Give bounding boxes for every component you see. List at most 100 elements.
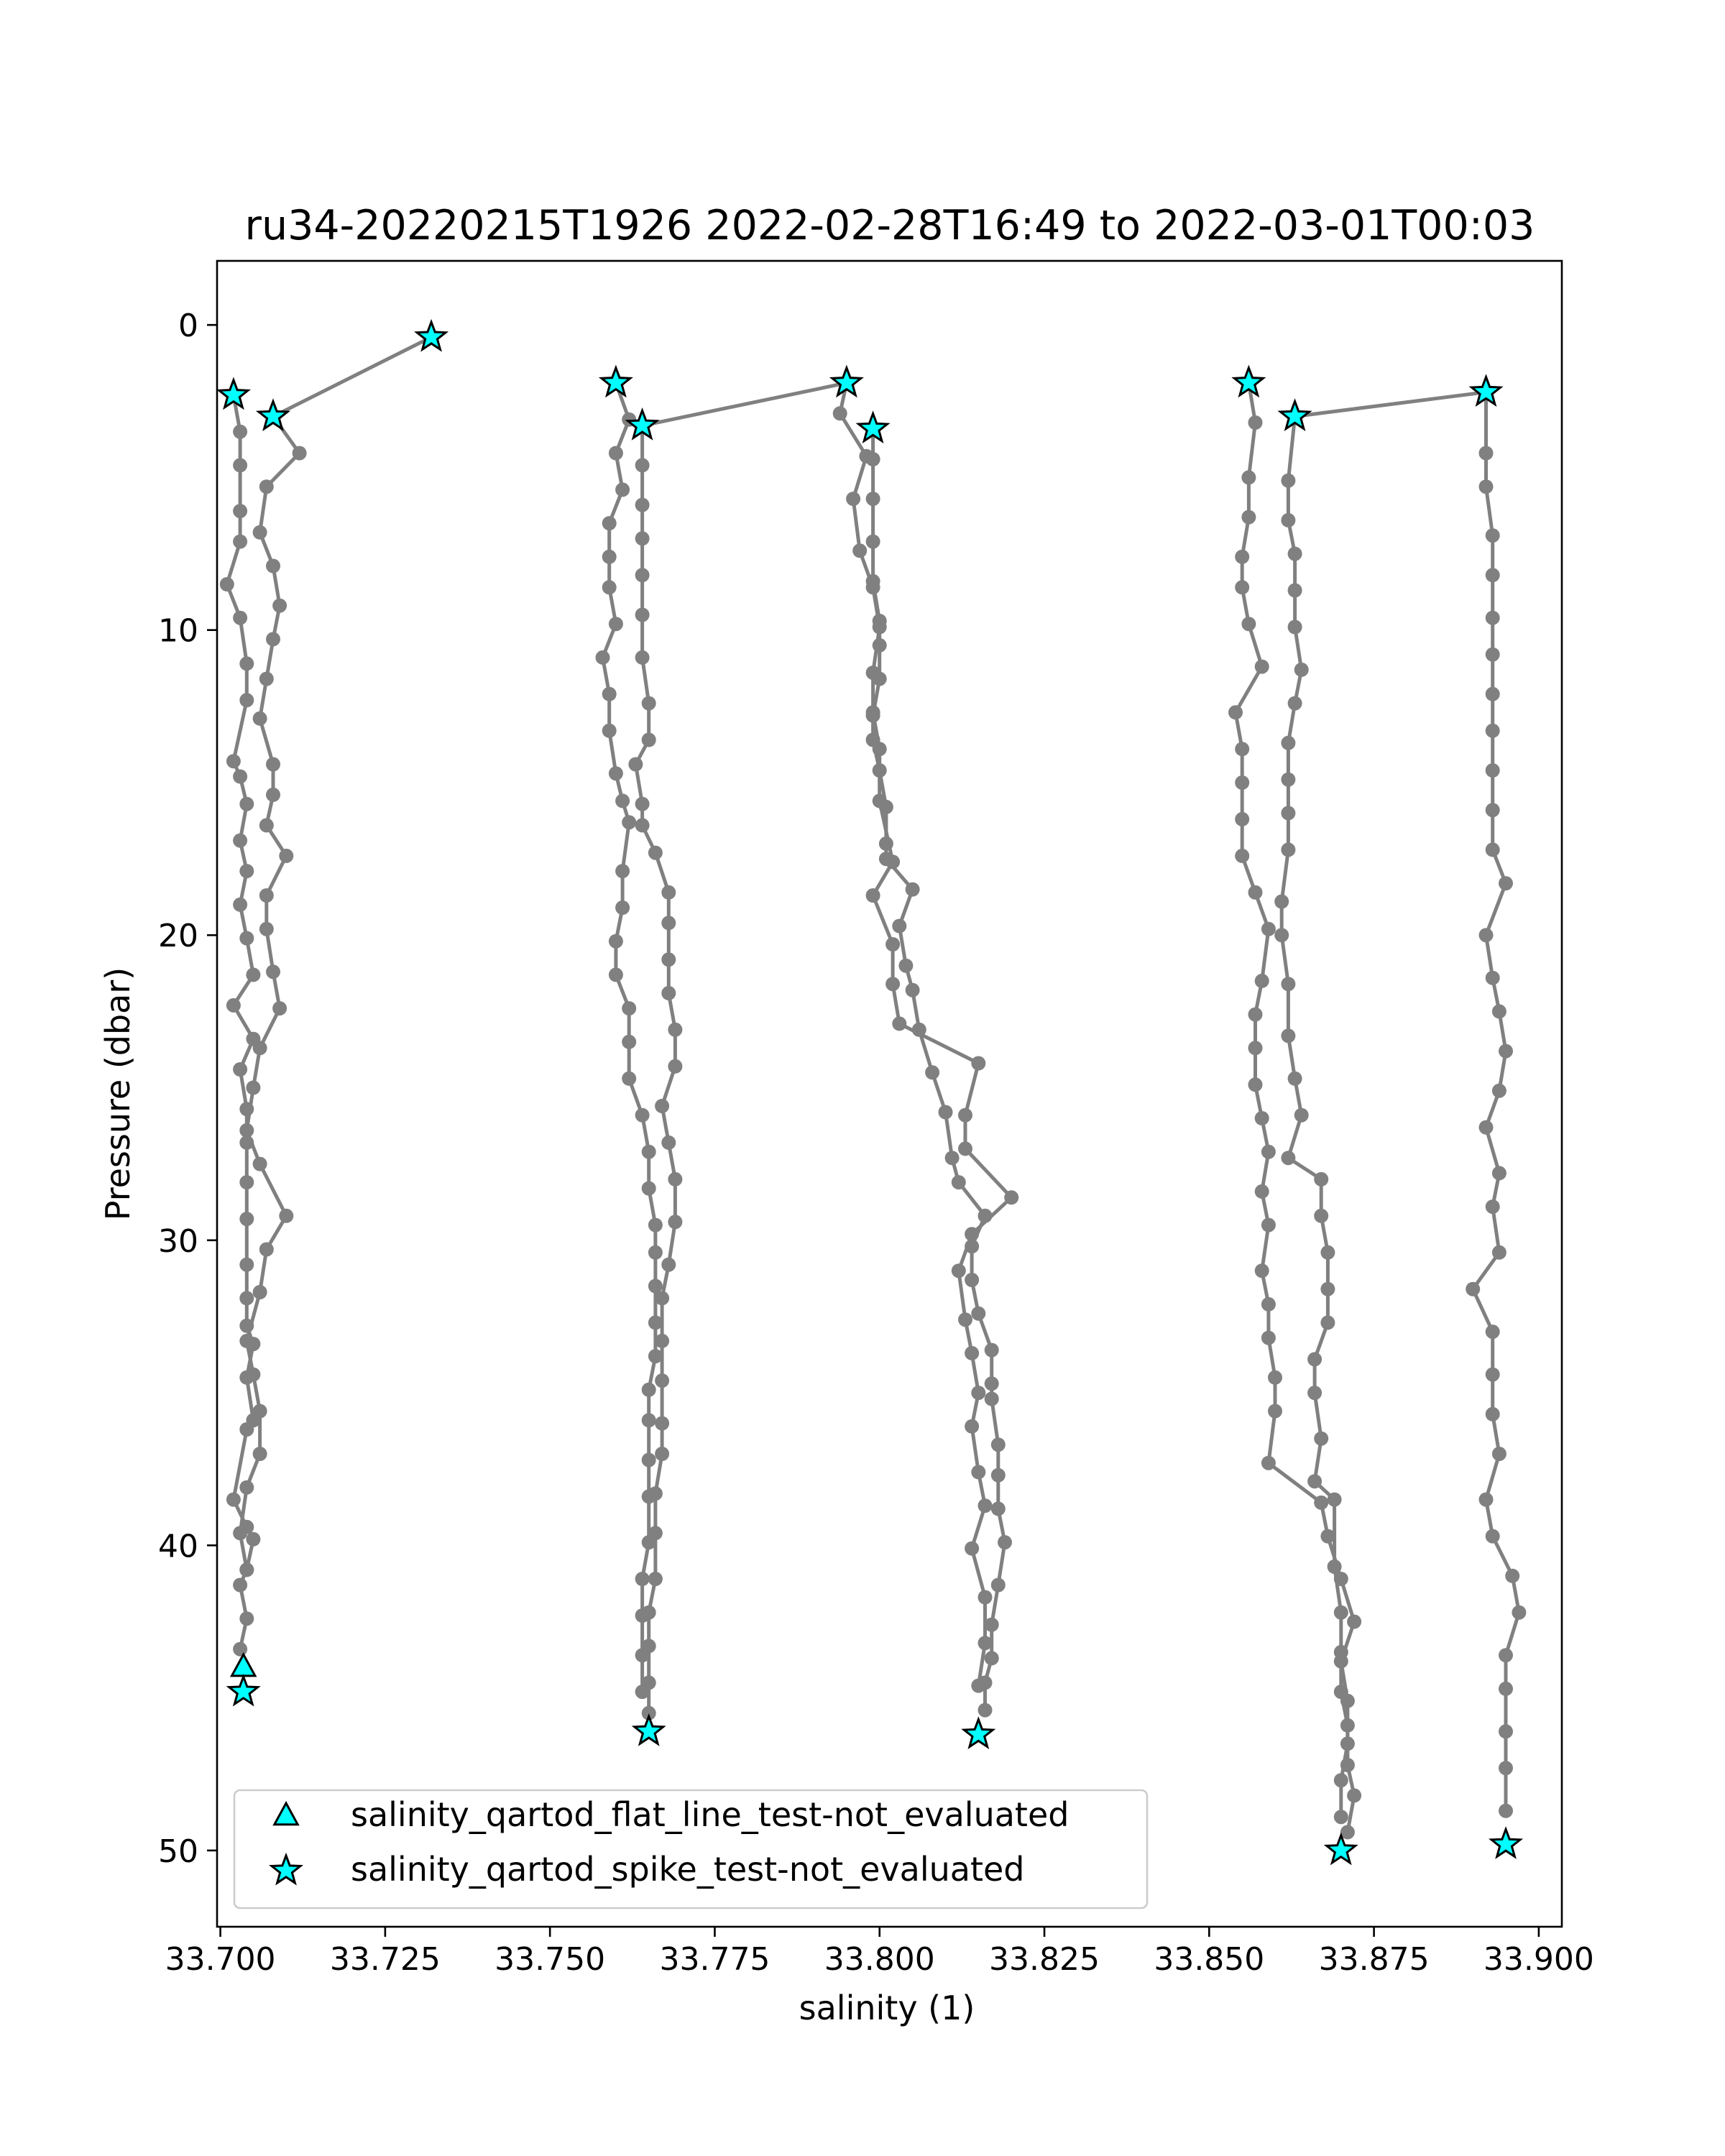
data-point [1485, 1529, 1500, 1544]
data-point [1320, 1281, 1335, 1296]
data-point [1248, 415, 1263, 430]
data-point [239, 1370, 254, 1385]
data-point [1314, 1495, 1329, 1510]
data-point [905, 882, 920, 897]
data-point [1485, 763, 1500, 778]
data-point [239, 931, 254, 946]
data-point [641, 1181, 656, 1196]
data-point [1320, 1529, 1335, 1544]
data-point [865, 705, 880, 720]
data-point [239, 864, 254, 879]
data-point [1478, 446, 1494, 461]
spike-flag-marker [1488, 1826, 1524, 1859]
y-tick-label: 20 [158, 918, 198, 954]
data-point [1314, 1208, 1329, 1223]
data-point [615, 864, 630, 879]
data-point [865, 492, 880, 507]
data-point [1261, 1296, 1276, 1312]
profiles-layer [219, 330, 1527, 1840]
data-point [1287, 696, 1302, 711]
data-point [998, 1535, 1012, 1550]
data-point [872, 742, 887, 757]
data-point [965, 1419, 980, 1434]
data-point [1485, 1406, 1500, 1422]
data-point [1248, 1077, 1263, 1092]
data-point [246, 1080, 261, 1095]
data-point [1241, 617, 1256, 632]
data-point [272, 1001, 288, 1016]
data-point [648, 1279, 663, 1294]
data-point [602, 549, 617, 564]
data-point [1307, 1352, 1322, 1367]
data-point [1485, 528, 1500, 543]
data-point [233, 534, 248, 549]
data-point [608, 934, 623, 949]
data-point [1485, 610, 1500, 625]
data-point [279, 1208, 294, 1223]
data-point [1499, 1044, 1513, 1059]
x-axis: 33.700 33.725 33.750 33.775 33.800 33.825 33.8… [165, 1927, 1594, 1978]
data-point [1254, 973, 1269, 988]
data-point [292, 446, 307, 461]
data-point [832, 406, 847, 421]
data-point [1485, 1367, 1500, 1382]
data-point [859, 448, 874, 464]
data-point [246, 1531, 261, 1547]
data-point [1235, 549, 1250, 564]
data-point [1499, 1681, 1513, 1696]
data-point [622, 1034, 637, 1049]
x-tick-label: 33.800 [824, 1941, 935, 1978]
data-point [1478, 479, 1494, 494]
y-axis: 0 10 20 30 40 50 [158, 308, 217, 1870]
data-point [608, 617, 623, 632]
legend-label-flat-line: salinity_qartod_flat_line_test-not_evalu… [351, 1795, 1069, 1834]
data-point [635, 650, 650, 665]
data-point [1248, 885, 1263, 900]
data-point [1261, 1217, 1276, 1233]
data-point [1485, 970, 1500, 985]
spike-flag-marker [961, 1716, 996, 1749]
y-tick-label: 30 [158, 1223, 198, 1260]
data-point [971, 1056, 986, 1071]
x-tick-label: 33.825 [989, 1941, 1100, 1978]
data-point [1491, 1166, 1506, 1181]
data-point [661, 916, 676, 931]
data-point [944, 1151, 960, 1166]
data-point [1499, 876, 1513, 891]
data-point [239, 1135, 254, 1150]
data-point [648, 1349, 663, 1364]
data-point [239, 693, 254, 708]
data-point [971, 1386, 986, 1401]
data-point [1491, 1004, 1506, 1019]
data-point [1248, 1007, 1263, 1022]
data-point [1499, 1803, 1513, 1818]
data-point [1294, 1107, 1309, 1123]
profile-8 [1228, 375, 1362, 1825]
data-point [905, 982, 920, 998]
plot-background [217, 261, 1562, 1927]
data-point [984, 1651, 999, 1666]
chart-title: ru34-20220215T1926 2022-02-28T16:49 to 2… [245, 202, 1535, 249]
profile-line [1279, 390, 1488, 1834]
data-point [252, 525, 267, 540]
data-point [655, 1333, 670, 1348]
data-point [239, 1102, 254, 1117]
data-point [259, 1242, 274, 1257]
data-point [1333, 1773, 1348, 1788]
data-point [226, 998, 241, 1013]
data-point [1281, 772, 1296, 787]
data-point [865, 534, 880, 549]
data-point [925, 1065, 940, 1080]
data-point [266, 558, 280, 573]
data-point [661, 885, 676, 900]
data-point [865, 580, 880, 595]
data-point [239, 1562, 254, 1577]
data-point [1254, 1184, 1269, 1199]
data-point [1485, 686, 1500, 701]
data-point [1478, 1120, 1494, 1135]
data-point [602, 580, 617, 595]
data-point [984, 1617, 999, 1632]
data-point [978, 1703, 993, 1718]
spike-flag-marker [414, 318, 449, 352]
data-point [1287, 1071, 1302, 1086]
